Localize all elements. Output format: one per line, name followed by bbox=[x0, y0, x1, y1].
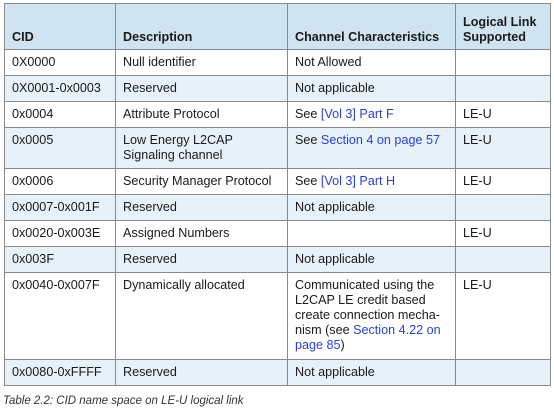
cell-logical-link bbox=[455, 194, 551, 221]
vol3-part-h-link[interactable]: [Vol 3] Part H bbox=[320, 174, 396, 188]
cell-cid: 0x0004 bbox=[4, 101, 116, 128]
vol3-part-f-link[interactable]: [Vol 3] Part F bbox=[320, 107, 394, 121]
cell-channel: Not applicable bbox=[287, 359, 456, 386]
cell-cid: 0x003F bbox=[4, 246, 116, 273]
cell-cid: 0x0080-0xFFFF bbox=[4, 359, 116, 386]
header-description: Description bbox=[115, 3, 288, 50]
cell-channel: See Section 4 on page 57 bbox=[287, 127, 456, 169]
cell-channel: Not applicable bbox=[287, 75, 456, 102]
channel-text: Not applicable bbox=[295, 365, 375, 379]
cell-description: Security Manager Protocol bbox=[115, 168, 288, 195]
table-caption: Table 2.2: CID name space on LE-U logica… bbox=[3, 395, 244, 407]
cell-channel: See [Vol 3] Part F bbox=[287, 101, 456, 128]
channel-text-suffix: ) bbox=[340, 338, 345, 352]
channel-text: Not Allowed bbox=[295, 55, 362, 69]
cell-logical-link bbox=[455, 75, 551, 102]
cell-channel: See [Vol 3] Part H bbox=[287, 168, 456, 195]
cell-logical-link bbox=[455, 49, 551, 76]
table-row: 0x0005 Low Energy L2CAP Signaling channe… bbox=[4, 127, 551, 169]
cell-logical-link: LE-U bbox=[455, 101, 551, 128]
cell-cid: 0x0007-0x001F bbox=[4, 194, 116, 221]
cell-cid: 0x0005 bbox=[4, 127, 116, 169]
table-row: 0x0020-0x003E Assigned Numbers LE-U bbox=[4, 220, 551, 247]
channel-text: See bbox=[295, 133, 321, 147]
cell-cid: 0x0020-0x003E bbox=[4, 220, 116, 247]
channel-text: See bbox=[295, 174, 321, 188]
cell-cid: 0X0001-0x0003 bbox=[4, 75, 116, 102]
section-4-link[interactable]: Section 4 on page 57 bbox=[320, 133, 440, 147]
cell-channel bbox=[287, 220, 456, 247]
cell-channel: Communicated using the L2CAP LE credit b… bbox=[287, 272, 456, 360]
cell-description: Reserved bbox=[115, 359, 288, 386]
cell-logical-link: LE-U bbox=[455, 272, 551, 360]
channel-text: Not applicable bbox=[295, 81, 375, 95]
table-row: 0x003F Reserved Not applicable bbox=[4, 246, 551, 273]
table-row: 0X0001-0x0003 Reserved Not applicable bbox=[4, 75, 551, 102]
channel-text: Not applicable bbox=[295, 200, 375, 214]
cell-description: Dynamically allocated bbox=[115, 272, 288, 360]
cell-logical-link: LE-U bbox=[455, 127, 551, 169]
cell-description: Reserved bbox=[115, 75, 288, 102]
cell-description: Null identifier bbox=[115, 49, 288, 76]
section-4-22-link[interactable]: Section 4.22 on page 85 bbox=[295, 323, 441, 352]
cell-description: Reserved bbox=[115, 194, 288, 221]
cell-channel: Not applicable bbox=[287, 194, 456, 221]
cell-logical-link: LE-U bbox=[455, 220, 551, 247]
cell-logical-link: LE-U bbox=[455, 168, 551, 195]
header-cid: CID bbox=[4, 3, 116, 50]
cell-logical-link bbox=[455, 246, 551, 273]
cid-name-space-table: CID Description Channel Characteristics … bbox=[4, 3, 551, 386]
cell-description: Low Energy L2CAP Signaling channel bbox=[115, 127, 288, 169]
cell-description: Assigned Numbers bbox=[115, 220, 288, 247]
cell-description: Reserved bbox=[115, 246, 288, 273]
cell-channel: Not Allowed bbox=[287, 49, 456, 76]
header-channel-characteristics: Channel Characteristics bbox=[287, 3, 456, 50]
table-row: 0x0006 Security Manager Protocol See [Vo… bbox=[4, 168, 551, 195]
cell-cid: 0x0006 bbox=[4, 168, 116, 195]
table-row: 0x0040-0x007F Dynamically allocated Comm… bbox=[4, 272, 551, 360]
table-header-row: CID Description Channel Characteristics … bbox=[4, 3, 551, 50]
table-row: 0X0000 Null identifier Not Allowed bbox=[4, 49, 551, 76]
channel-text: See bbox=[295, 107, 321, 121]
table-row: 0x0004 Attribute Protocol See [Vol 3] Pa… bbox=[4, 101, 551, 128]
cell-description: Attribute Protocol bbox=[115, 101, 288, 128]
channel-text: Communicated using the L2CAP LE credit b… bbox=[295, 278, 440, 337]
table-row: 0x0007-0x001F Reserved Not applicable bbox=[4, 194, 551, 221]
cell-logical-link bbox=[455, 359, 551, 386]
cell-channel: Not applicable bbox=[287, 246, 456, 273]
table-row: 0x0080-0xFFFF Reserved Not applicable bbox=[4, 359, 551, 386]
cell-cid: 0x0040-0x007F bbox=[4, 272, 116, 360]
cell-cid: 0X0000 bbox=[4, 49, 116, 76]
channel-text: Not applicable bbox=[295, 252, 375, 266]
header-logical-link-supported: Logical Link Supported bbox=[455, 3, 551, 50]
